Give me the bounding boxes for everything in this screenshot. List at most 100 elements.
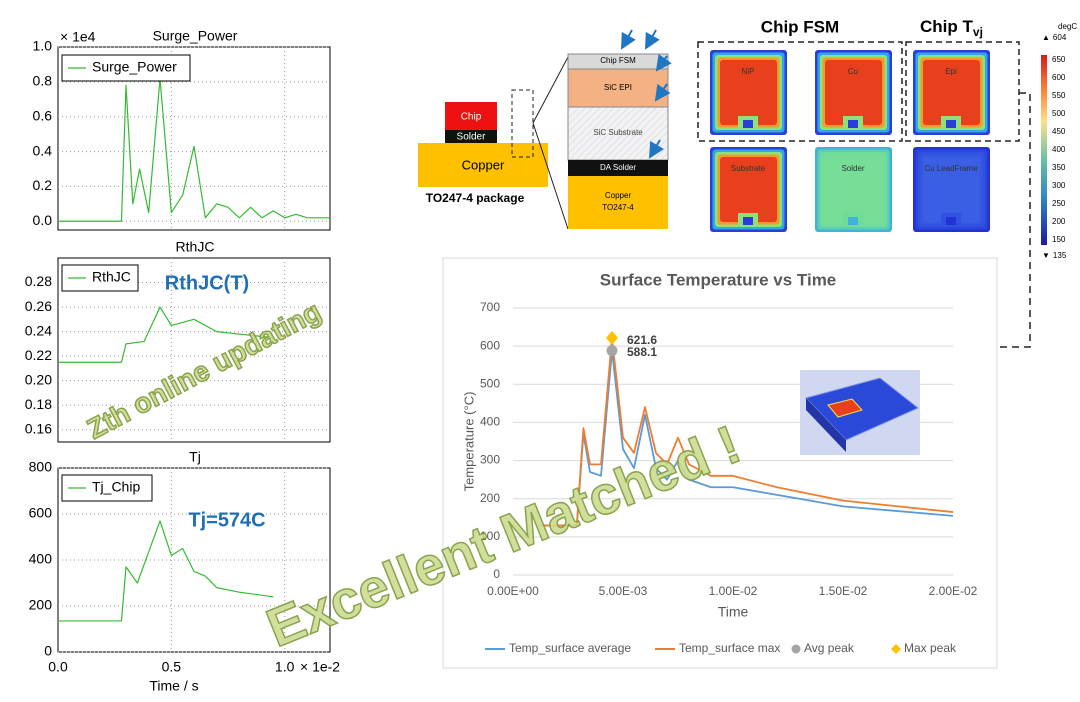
tile-label: Epi (945, 67, 957, 76)
x-axis-label: Time / s (149, 678, 198, 694)
tile-label: NiP (742, 67, 755, 76)
layer-stack: Chip FSM SiC EPI SiC Substrate DA Solder Cop… (567, 29, 672, 229)
y-tick-label: 0.8 (33, 73, 53, 89)
arrow (654, 83, 671, 102)
inset-plate (805, 377, 919, 441)
inset-side (806, 398, 846, 452)
arrow (645, 29, 660, 50)
arrow (648, 139, 664, 159)
arrow (655, 53, 672, 72)
x-tick-label: 5.00E-03 (599, 584, 648, 598)
contour-notch-core (848, 217, 858, 225)
legend-label: Temp_surface max (679, 641, 780, 655)
chart-title: Tj (189, 449, 201, 465)
chart: Surface Temperature vs Time 0 100 200 300 400… (461, 270, 977, 655)
contour-band (923, 157, 980, 222)
tvj-heading: Chip Tvj (920, 17, 983, 39)
tvj-heading-text: Chip T (920, 17, 973, 36)
y-tick-label: 0.18 (25, 396, 52, 412)
zoom-line (532, 56, 569, 124)
y-tick-label: 0.20 (25, 371, 52, 387)
legend-label: RthJC (92, 269, 131, 285)
y-tick-label: 0.6 (33, 107, 53, 123)
contour-band (825, 60, 882, 125)
chart: Tj 0 200 400 600 800 0.0 0.5 1.0 × 1e-2 Time / s Tj… (29, 449, 341, 694)
contour-band (720, 157, 777, 222)
tvj-heading-sub: vj (973, 25, 983, 39)
series-line (539, 349, 954, 527)
series-line (539, 337, 954, 527)
colorbar-unit: degC (1058, 22, 1077, 31)
contour-notch-core (743, 120, 753, 128)
contour-notch-core (946, 217, 956, 225)
legend-label: Surge_Power (92, 59, 177, 75)
legend-label: Max peak (904, 641, 957, 655)
legend-swatch (891, 644, 901, 654)
data-label: 621.6 (627, 333, 657, 347)
tile-label: Substrate (731, 164, 766, 173)
package-caption: TO247-4 package (426, 191, 525, 205)
inset-3d (800, 370, 920, 455)
tvj-box (905, 41, 1020, 142)
y-tick-label: 0 (493, 567, 500, 581)
chart-title: Surge_Power (153, 28, 238, 44)
layer-label: TO247-4 (602, 203, 634, 212)
x-tick-label: 1.00E-02 (709, 584, 758, 598)
x-tick-label: 2.00E-02 (929, 584, 978, 598)
colorbar-max-value: 604 (1053, 33, 1067, 42)
legend-label: Avg peak (804, 641, 855, 655)
colorbar-tick-label: 550 (1052, 91, 1066, 100)
peak-marker (606, 330, 618, 345)
colorbar-tick-label: 300 (1052, 181, 1066, 190)
x-tick-label: 0.5 (162, 659, 182, 675)
tile-label: Cu LeadFrame (924, 164, 978, 173)
layer-label: SiC Substrate (593, 128, 643, 137)
colorbar-tick-label: 400 (1052, 145, 1066, 154)
x-tick-label: 1.50E-02 (819, 584, 868, 598)
y-tick-label: 400 (480, 415, 500, 429)
colorbar-max: ▲ 604 (1042, 33, 1067, 42)
solder-label: Solder (457, 132, 487, 143)
y-tick-label: 600 (29, 505, 53, 521)
x-scale-label: × 1e-2 (300, 659, 340, 675)
y-tick-label: 800 (29, 459, 53, 475)
y-axis-label: Temperature (°C) (461, 392, 476, 492)
colorbar (1041, 55, 1047, 245)
y-tick-label: 0 (44, 643, 52, 659)
colorbar-min: ▼ 135 (1042, 251, 1067, 260)
chip-label: Chip (461, 112, 482, 123)
y-tick-label: 600 (480, 338, 500, 352)
colorbar-tick-label: 200 (1052, 217, 1066, 226)
contour-band (720, 60, 777, 125)
colorbar-tick-label: 650 (1052, 55, 1066, 64)
contour-notch-core (946, 120, 956, 128)
y-tick-label: 700 (480, 300, 500, 314)
y-tick-label: 300 (480, 453, 500, 467)
contour-notch-core (848, 120, 858, 128)
y-tick-label: 0.28 (25, 273, 52, 289)
colorbar-tick-label: 500 (1052, 109, 1066, 118)
layer (568, 160, 668, 176)
contour-notch-core (743, 217, 753, 225)
x-axis-label: Time (718, 604, 749, 620)
contour-band (923, 60, 980, 125)
y-tick-label: 100 (480, 529, 500, 543)
colorbar-tick-label: 600 (1052, 73, 1066, 82)
y-tick-label: 200 (29, 597, 53, 613)
tile-label: Solder (841, 164, 864, 173)
chip-block (445, 102, 497, 130)
layer (568, 176, 668, 229)
colorbar-min-value: 135 (1053, 251, 1067, 260)
package-diagram: Chip Solder Copper TO247-4 package (418, 56, 569, 230)
fsm-box (697, 41, 903, 142)
legend-label: Temp_surface average (509, 641, 631, 655)
y-tick-label: 400 (29, 551, 53, 567)
colorbar-tick-label: 450 (1052, 127, 1066, 136)
chart-title: RthJC (176, 239, 215, 255)
fsm-heading: Chip FSM (761, 17, 839, 36)
series-line (58, 306, 274, 363)
chart-title: Surface Temperature vs Time (600, 270, 837, 289)
y-tick-label: 0.24 (25, 322, 52, 338)
y-tick-label: 1.0 (33, 38, 53, 54)
